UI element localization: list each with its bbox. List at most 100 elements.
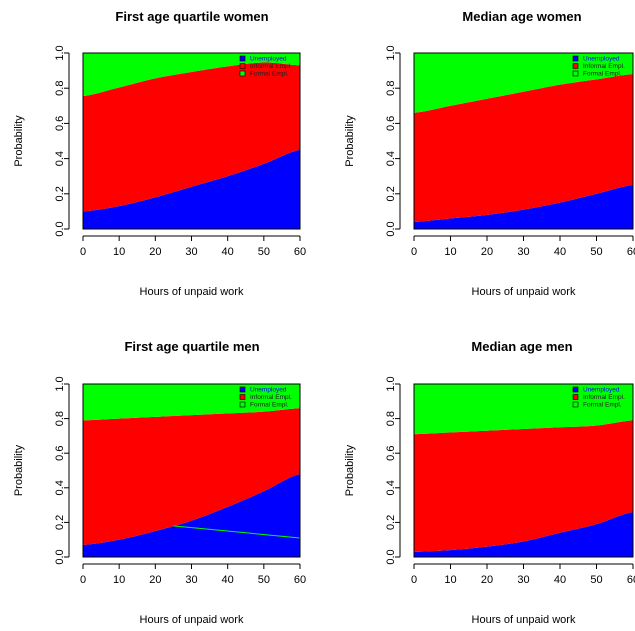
x-tick-label: 10 xyxy=(444,246,456,258)
legend-label: Formal Empl. xyxy=(250,71,289,78)
area-unemployed xyxy=(83,473,300,557)
y-tick-label: 0.0 xyxy=(54,221,66,236)
x-tick-label: 10 xyxy=(113,246,125,258)
y-tick-label: 0.0 xyxy=(385,549,397,564)
y-tick-label: 0.8 xyxy=(54,81,66,96)
x-tick-label: 40 xyxy=(554,574,566,586)
x-tick-label: 40 xyxy=(554,246,566,258)
legend-label: Formal Empl. xyxy=(583,402,622,409)
y-tick-label: 0.2 xyxy=(54,186,66,201)
legend-label: Formal Empl. xyxy=(583,71,622,78)
y-tick-label: 0.4 xyxy=(385,151,397,166)
area-informal-empl xyxy=(414,420,633,552)
x-tick-label: 0 xyxy=(411,574,417,586)
panel-title: Median age men xyxy=(471,339,572,354)
legend-swatch xyxy=(572,55,579,62)
y-axis-label: Probability xyxy=(13,115,25,167)
x-tick-label: 40 xyxy=(222,574,234,586)
x-axis-label: Hours of unpaid work xyxy=(472,614,576,626)
x-tick-label: 20 xyxy=(149,574,161,586)
legend-label: Informal Empl. xyxy=(583,63,625,70)
y-tick-label: 0.4 xyxy=(385,480,397,495)
x-tick-label: 0 xyxy=(80,574,86,586)
y-tick-label: 1.0 xyxy=(54,376,66,391)
x-tick-label: 60 xyxy=(627,574,635,586)
area-formal-empl xyxy=(83,53,300,97)
legend-swatch xyxy=(572,394,579,400)
legend-label: Unemployed xyxy=(583,387,620,394)
plot-border xyxy=(413,383,634,558)
legend-swatch xyxy=(572,386,579,393)
panel-title: First age quartile men xyxy=(124,339,259,354)
legend-swatch xyxy=(239,394,246,400)
panel-4: 0 10 20 30 40 50 60 0.0 0.2 0.4 0.6 0.8 1.0 Median ag… xyxy=(344,339,635,626)
area-unemployed xyxy=(83,149,300,229)
legend-swatch xyxy=(239,386,246,393)
x-tick-label: 10 xyxy=(113,574,125,586)
x-axis-label: Hours of unpaid work xyxy=(140,286,244,298)
area-informal-empl xyxy=(83,408,300,545)
y-tick-label: 0.4 xyxy=(54,480,66,495)
plot-border xyxy=(82,52,301,230)
area-unemployed xyxy=(414,185,633,229)
x-tick-label: 0 xyxy=(411,246,417,258)
x-tick-label: 50 xyxy=(258,574,270,586)
y-tick-label: 0.2 xyxy=(385,515,397,530)
x-tick-label: 20 xyxy=(149,246,161,258)
panel-1: 0 10 20 30 40 50 60 0.0 0.2 0.4 0.6 0.8 1.0 First age… xyxy=(13,9,306,298)
panel-title: First age quartile women xyxy=(115,9,268,24)
x-tick-label: 50 xyxy=(590,246,602,258)
y-tick-label: 0.4 xyxy=(54,151,66,166)
y-tick-label: 1.0 xyxy=(54,45,66,60)
legend-label: Informal Empl. xyxy=(583,394,625,401)
y-axis-label: Probability xyxy=(13,444,25,496)
x-tick-label: 30 xyxy=(185,574,197,586)
x-tick-label: 50 xyxy=(590,574,602,586)
area-unemployed xyxy=(414,512,633,557)
legend-swatch xyxy=(239,70,246,77)
x-tick-label: 20 xyxy=(481,574,493,586)
annotation-line xyxy=(173,525,301,539)
panel-2: 0 10 20 30 40 50 60 0.0 0.2 0.4 0.6 0.8 1.0 Median ag… xyxy=(344,9,635,298)
x-tick-label: 30 xyxy=(185,246,197,258)
y-tick-label: 0.0 xyxy=(385,221,397,236)
x-tick-label: 50 xyxy=(258,246,270,258)
y-tick-label: 0.8 xyxy=(385,81,397,96)
x-tick-label: 60 xyxy=(294,246,306,258)
legend-swatch xyxy=(572,63,579,69)
x-tick-label: 0 xyxy=(80,246,86,258)
y-tick-label: 0.8 xyxy=(54,411,66,426)
y-tick-label: 1.0 xyxy=(385,45,397,60)
y-axis-label: Probability xyxy=(344,444,356,496)
x-axis-label: Hours of unpaid work xyxy=(472,286,576,298)
x-axis-label: Hours of unpaid work xyxy=(140,614,244,626)
y-tick-label: 0.8 xyxy=(385,411,397,426)
y-tick-label: 1.0 xyxy=(385,376,397,391)
y-tick-label: 0.2 xyxy=(54,515,66,530)
x-tick-label: 40 xyxy=(222,246,234,258)
y-axis-label: Probability xyxy=(344,115,356,167)
panel-3: 0 10 20 30 40 50 60 0.0 0.2 0.4 0.6 0.8 1.0 First age… xyxy=(13,339,306,626)
plot-border xyxy=(82,383,301,558)
y-tick-label: 0.0 xyxy=(54,549,66,564)
y-tick-label: 0.6 xyxy=(54,116,66,131)
area-informal-empl xyxy=(414,74,633,222)
legend-label: Unemployed xyxy=(250,387,287,394)
area-formal-empl xyxy=(83,384,300,421)
area-informal-empl xyxy=(83,62,300,212)
legend-label: Unemployed xyxy=(250,56,287,63)
legend-swatch xyxy=(572,401,579,408)
x-tick-label: 10 xyxy=(444,574,456,586)
y-tick-label: 0.6 xyxy=(385,116,397,131)
legend-swatch xyxy=(239,63,246,69)
legend-label: Informal Empl. xyxy=(250,63,292,70)
legend-label: Formal Empl. xyxy=(250,402,289,409)
y-tick-label: 0.6 xyxy=(54,446,66,461)
x-tick-label: 30 xyxy=(517,574,529,586)
y-tick-label: 0.6 xyxy=(385,446,397,461)
